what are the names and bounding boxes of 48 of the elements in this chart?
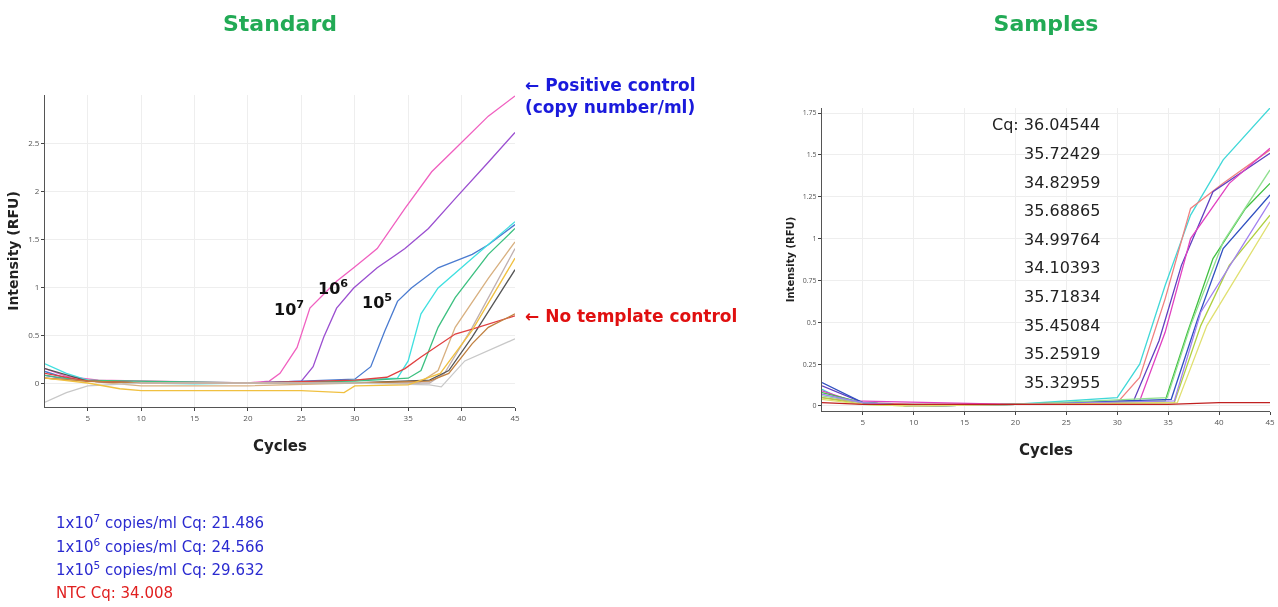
x-tick-label: 45 [1265, 415, 1275, 427]
x-tick-label: 15 [189, 411, 200, 423]
x-axis-title: Cycles [1019, 440, 1074, 459]
annotation: 35.25919 [1024, 344, 1101, 363]
annotation: ← Positive control (copy number/ml) [525, 75, 696, 118]
chart-title: Standard [222, 10, 338, 36]
x-tick-label: 15 [959, 415, 970, 427]
x-tick-label: 40 [1214, 415, 1225, 427]
y-tick-label: 0.5 [28, 328, 40, 340]
x-tick-label: 30 [350, 411, 360, 423]
annotation: 35.72429 [1024, 144, 1101, 163]
y-tick-label: 2 [34, 184, 40, 196]
annotation: 35.71834 [1024, 287, 1101, 306]
text: 1x10$^{7}$ copies/ml Cq: 21.486 [56, 512, 265, 533]
y-tick-label: 0 [34, 376, 40, 388]
y-tick-label: 2.5 [28, 136, 40, 148]
y-axis-title: Intensity (RFU) [4, 191, 21, 311]
chart-title: Samples [993, 10, 1099, 36]
x-tick-label: 10 [136, 411, 147, 423]
annotation: 35.45084 [1024, 316, 1101, 335]
x-tick-label: 45 [510, 411, 520, 423]
annotation: 34.10393 [1024, 258, 1101, 277]
x-tick-label: 35 [1163, 415, 1174, 427]
annotation: 35.68865 [1024, 201, 1101, 220]
x-tick-label: 25 [1061, 415, 1072, 427]
x-axis-title: Cycles [253, 436, 308, 455]
annotation: Cq: 36.04544 [992, 115, 1101, 134]
x-tick-label: 20 [243, 411, 253, 423]
annotation: 10$^{5}$ [362, 291, 393, 312]
text: 1x10$^{6}$ copies/ml Cq: 24.566 [56, 536, 265, 557]
x-tick-label: 30 [1112, 415, 1123, 427]
annotation: 10$^{7}$ [274, 298, 305, 319]
annotation: 34.99764 [1024, 230, 1101, 249]
text: 1x10$^{5}$ copies/ml Cq: 29.632 [56, 559, 265, 580]
y-tick-label: 1.5 [28, 232, 40, 244]
annotation: ← No template control [525, 306, 738, 326]
x-tick-label: 10 [909, 415, 919, 427]
annotation: 34.82959 [1024, 173, 1101, 192]
x-tick-label: 5 [860, 415, 866, 427]
x-tick-label: 25 [296, 411, 307, 423]
y-axis-title: Intensity (RFU) [784, 216, 796, 303]
x-tick-label: 40 [457, 411, 467, 423]
text: NTC Cq: 34.008 [56, 584, 174, 602]
x-tick-label: 35 [403, 411, 414, 423]
x-tick-label: 20 [1010, 415, 1021, 427]
x-tick-label: 5 [85, 411, 91, 423]
y-tick-label: 1 [34, 280, 40, 292]
annotation: 35.32955 [1024, 373, 1101, 392]
